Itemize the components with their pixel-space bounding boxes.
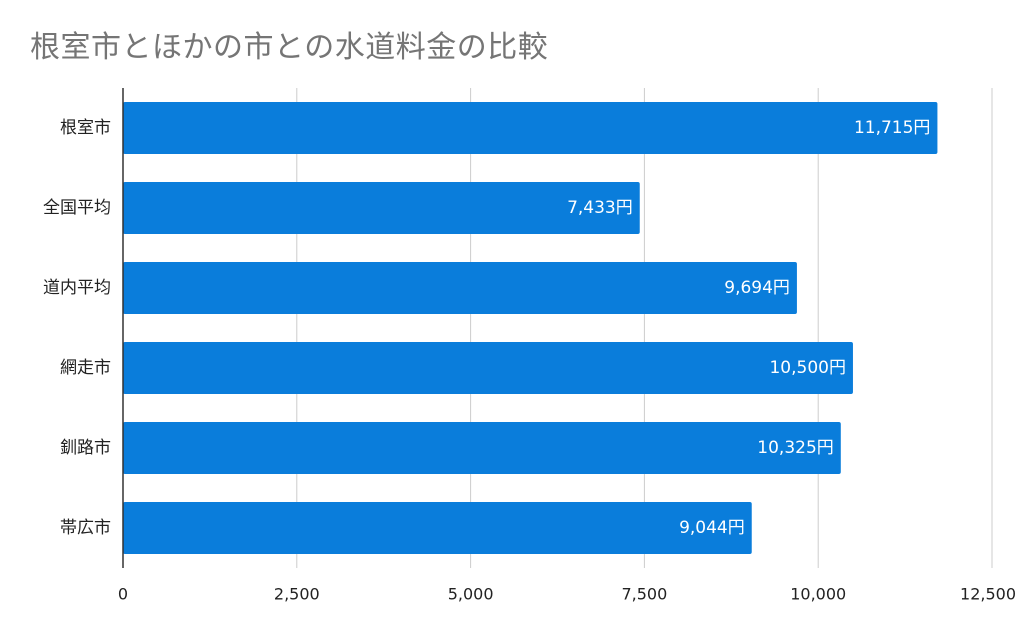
gridlines [296, 88, 993, 568]
x-tick-label-0: 0 [118, 585, 128, 604]
data-labels: 11,715円 7,433円 9,694円 10,500円 10,325円 9,044円 [567, 118, 930, 538]
data-label-2: 9,694円 [724, 278, 790, 298]
x-tick-labels: 0 2,500 5,000 7,500 10,000 12,500 [118, 585, 1016, 604]
category-label-5: 帯広市 [60, 518, 111, 538]
data-label-0: 11,715円 [854, 118, 930, 138]
x-tick-label-1: 2,500 [274, 585, 320, 604]
bar-5 [123, 502, 752, 554]
bar-1 [123, 182, 640, 234]
category-label-3: 網走市 [60, 358, 111, 378]
category-label-2: 道内平均 [43, 278, 111, 298]
bars [123, 102, 938, 554]
bar-0 [123, 102, 938, 154]
x-tick-label-4: 10,000 [790, 585, 846, 604]
bar-4 [123, 422, 841, 474]
category-label-1: 全国平均 [43, 198, 111, 218]
data-label-3: 10,500円 [769, 358, 845, 378]
bar-3 [123, 342, 853, 394]
data-label-4: 10,325円 [757, 438, 833, 458]
category-label-4: 釧路市 [60, 438, 111, 458]
chart-title: 根室市とほかの市との水道料金の比較 [30, 30, 549, 65]
x-tick-label-2: 5,000 [448, 585, 494, 604]
x-tick-label-5: 12,500 [960, 585, 1016, 604]
data-label-5: 9,044円 [679, 518, 745, 538]
x-tick-label-3: 7,500 [621, 585, 667, 604]
bar-2 [123, 262, 797, 314]
category-label-0: 根室市 [60, 118, 111, 138]
data-label-1: 7,433円 [567, 198, 633, 218]
